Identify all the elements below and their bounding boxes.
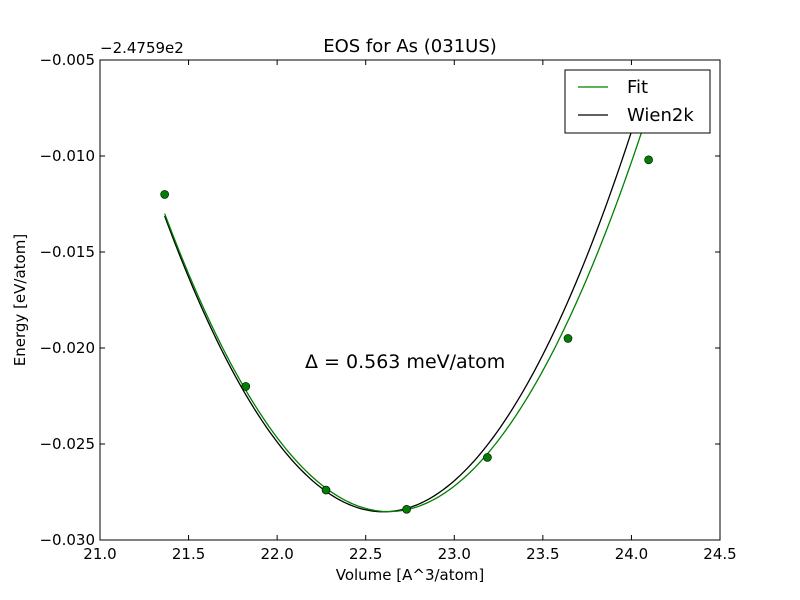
plot-frame: [99, 59, 721, 541]
y-axis-offset-label: −2.4759e2: [100, 39, 184, 57]
y-axis-label: Energy [eV/atom]: [11, 234, 29, 366]
x-tick-label: 21.5: [172, 545, 205, 563]
fit-data-point: [321, 485, 331, 495]
legend: Fit Wien2k: [564, 69, 711, 134]
y-tick-label: −0.025: [39, 435, 95, 453]
x-tick-label: 24.0: [615, 545, 648, 563]
y-tick-label: −0.030: [39, 531, 95, 549]
fit-data-point: [402, 504, 411, 514]
y-tick-label: −0.010: [39, 147, 95, 165]
legend-fit-label: Fit: [627, 77, 648, 98]
x-tick-label: 23.5: [526, 545, 559, 563]
x-tick-label: 21.0: [83, 545, 116, 563]
y-tick-label: −0.015: [39, 243, 95, 261]
series-layer: [160, 77, 653, 514]
fit-data-point: [160, 190, 169, 199]
y-tick-label: −0.005: [39, 51, 95, 69]
fit-data-point: [483, 453, 492, 462]
delta-annotation: Δ = 0.563 meV/atom: [305, 351, 505, 373]
x-tick-label: 22.5: [349, 545, 382, 563]
x-tick-label: 22.0: [260, 545, 293, 563]
fit-data-point: [563, 334, 573, 343]
legend-frame: [564, 69, 711, 134]
x-tick-label: 23.0: [438, 545, 471, 563]
x-axis-label: Volume [A^3/atom]: [336, 566, 485, 584]
chart-title: EOS for As (031US): [323, 36, 497, 57]
y-tick-label: −0.020: [39, 339, 95, 357]
fit-data-point: [644, 155, 653, 165]
x-tick-label: 24.5: [703, 545, 736, 563]
ticks-layer: 21.0 21.5 22.0 22.5 23.0 23.5 24.0 24.5 −0.030 −0…: [39, 51, 736, 563]
legend-wien2k-label: Wien2k: [627, 105, 694, 126]
fit-data-point: [241, 382, 251, 391]
